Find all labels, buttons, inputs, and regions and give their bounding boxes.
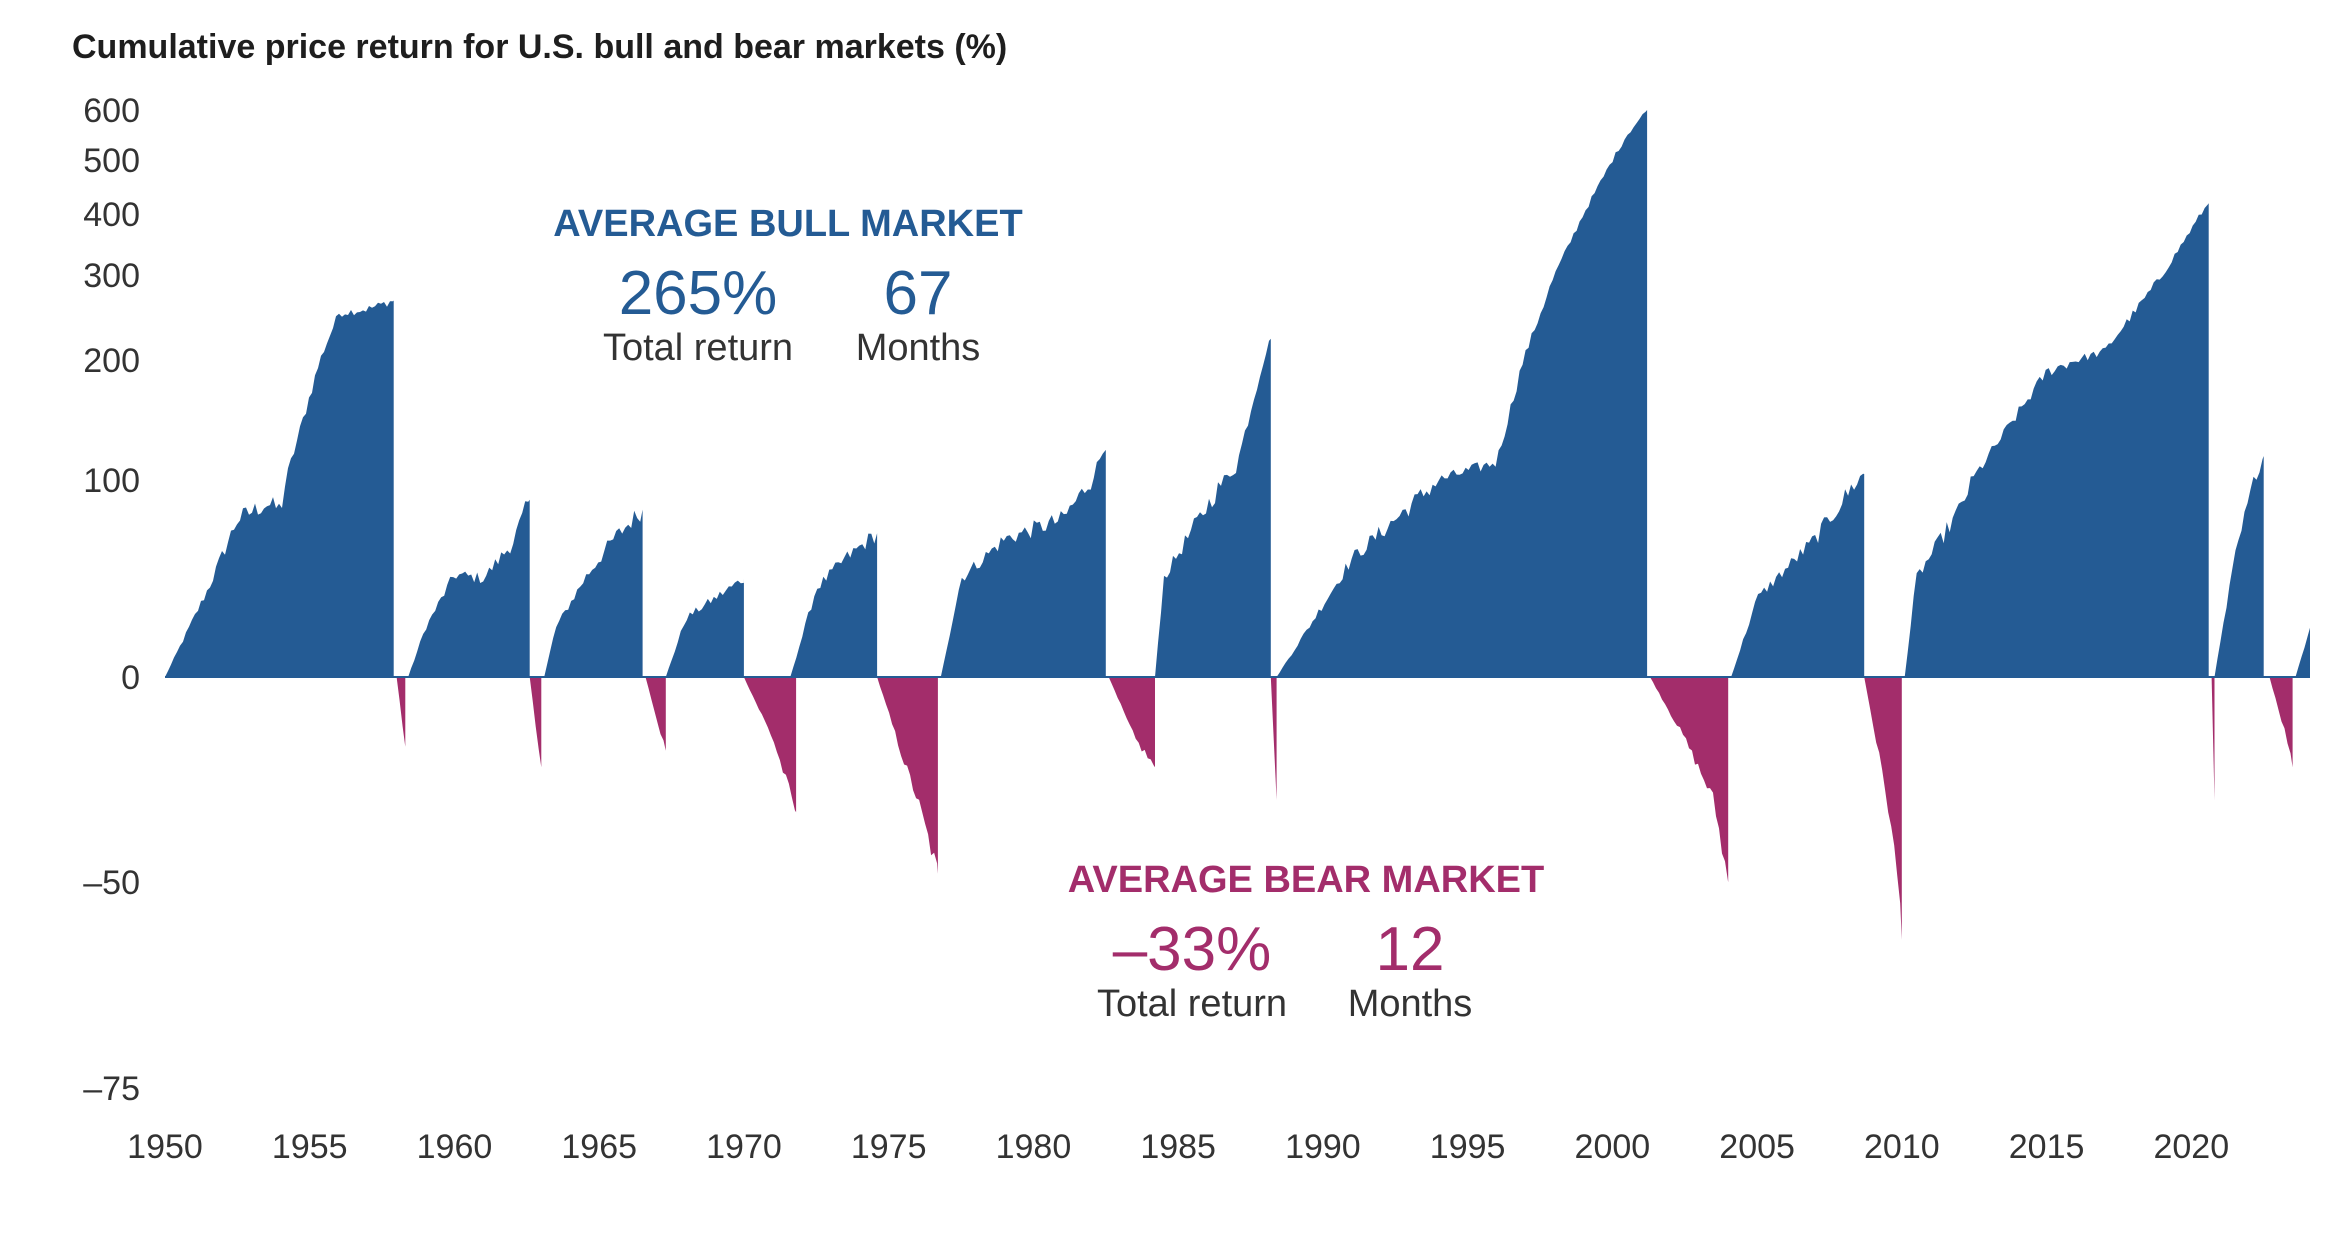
bear-annotation-heading: AVERAGE BEAR MARKET bbox=[1068, 859, 1544, 901]
y-axis: 600 500 400 300 200 100 0 –50 –75 bbox=[83, 92, 140, 1108]
y-tick-label: 200 bbox=[83, 342, 140, 380]
bull-annotation-heading: AVERAGE BULL MARKET bbox=[553, 203, 1022, 245]
x-tick-label: 2015 bbox=[2009, 1128, 2085, 1166]
bear-market-area bbox=[2211, 677, 2215, 800]
bear-market-area bbox=[877, 677, 938, 874]
bear-market-area bbox=[743, 677, 797, 813]
bull-market-area bbox=[544, 509, 643, 677]
bull-market-area bbox=[1155, 338, 1271, 677]
y-tick-label: –75 bbox=[83, 1070, 140, 1108]
bull-return-label: Total return bbox=[603, 327, 793, 369]
bear-return-value: –33% bbox=[1113, 915, 1272, 984]
bull-return-value: 265% bbox=[619, 259, 778, 328]
x-tick-label: 1965 bbox=[561, 1128, 637, 1166]
bull-market-area bbox=[2214, 456, 2264, 677]
bull-market-area bbox=[2295, 627, 2310, 677]
bear-months-value: 12 bbox=[1376, 915, 1445, 984]
bull-months-label: Months bbox=[856, 327, 981, 369]
bull-market-area bbox=[790, 533, 878, 677]
y-tick-label: 100 bbox=[83, 462, 140, 500]
bear-market-area bbox=[1864, 677, 1902, 940]
bear-annotation: AVERAGE BEAR MARKET –33% 12 Total return… bbox=[1068, 859, 1544, 1025]
bull-market-area bbox=[1904, 203, 2209, 677]
bull-market-area bbox=[408, 499, 530, 677]
x-tick-label: 1995 bbox=[1430, 1128, 1506, 1166]
x-axis: 1950 1955 1960 1965 1970 1975 1980 1985 1990 1995… bbox=[127, 1128, 2229, 1166]
y-tick-label: 0 bbox=[121, 659, 140, 697]
y-tick-label: 300 bbox=[83, 257, 140, 295]
x-tick-label: 2020 bbox=[2153, 1128, 2229, 1166]
x-tick-label: 1960 bbox=[417, 1128, 493, 1166]
chart-title: Cumulative price return for U.S. bull an… bbox=[72, 28, 1007, 66]
bull-market-area bbox=[665, 578, 744, 677]
x-tick-label: 1990 bbox=[1285, 1128, 1361, 1166]
bull-market-area bbox=[165, 300, 394, 677]
bear-return-label: Total return bbox=[1097, 983, 1287, 1025]
bull-market-area bbox=[1731, 473, 1865, 677]
x-tick-label: 1950 bbox=[127, 1128, 203, 1166]
series-layer bbox=[165, 110, 2310, 940]
bear-market-area bbox=[1650, 677, 1729, 882]
x-tick-label: 1975 bbox=[851, 1128, 927, 1166]
bull-market-area bbox=[1276, 110, 1648, 677]
bull-market-area bbox=[940, 444, 1106, 677]
y-tick-label: 500 bbox=[83, 142, 140, 180]
x-tick-label: 1970 bbox=[706, 1128, 782, 1166]
x-tick-label: 2000 bbox=[1575, 1128, 1651, 1166]
bull-annotation: AVERAGE BULL MARKET 265% 67 Total return… bbox=[553, 203, 1022, 369]
y-tick-label: 400 bbox=[83, 196, 140, 234]
x-tick-label: 1980 bbox=[996, 1128, 1072, 1166]
bear-market-area bbox=[2269, 677, 2293, 768]
bear-months-label: Months bbox=[1348, 983, 1473, 1025]
bear-market-area bbox=[1270, 677, 1277, 800]
bear-market-area bbox=[1108, 677, 1155, 768]
x-tick-label: 1985 bbox=[1140, 1128, 1216, 1166]
x-tick-label: 1955 bbox=[272, 1128, 348, 1166]
x-tick-label: 2010 bbox=[1864, 1128, 1940, 1166]
x-tick-label: 2005 bbox=[1719, 1128, 1795, 1166]
bear-market-area bbox=[396, 677, 406, 747]
bear-market-area bbox=[645, 677, 666, 751]
bear-market-area bbox=[529, 677, 542, 768]
bull-months-value: 67 bbox=[884, 259, 953, 328]
y-tick-label: –50 bbox=[83, 864, 140, 902]
y-tick-label: 600 bbox=[83, 92, 140, 130]
